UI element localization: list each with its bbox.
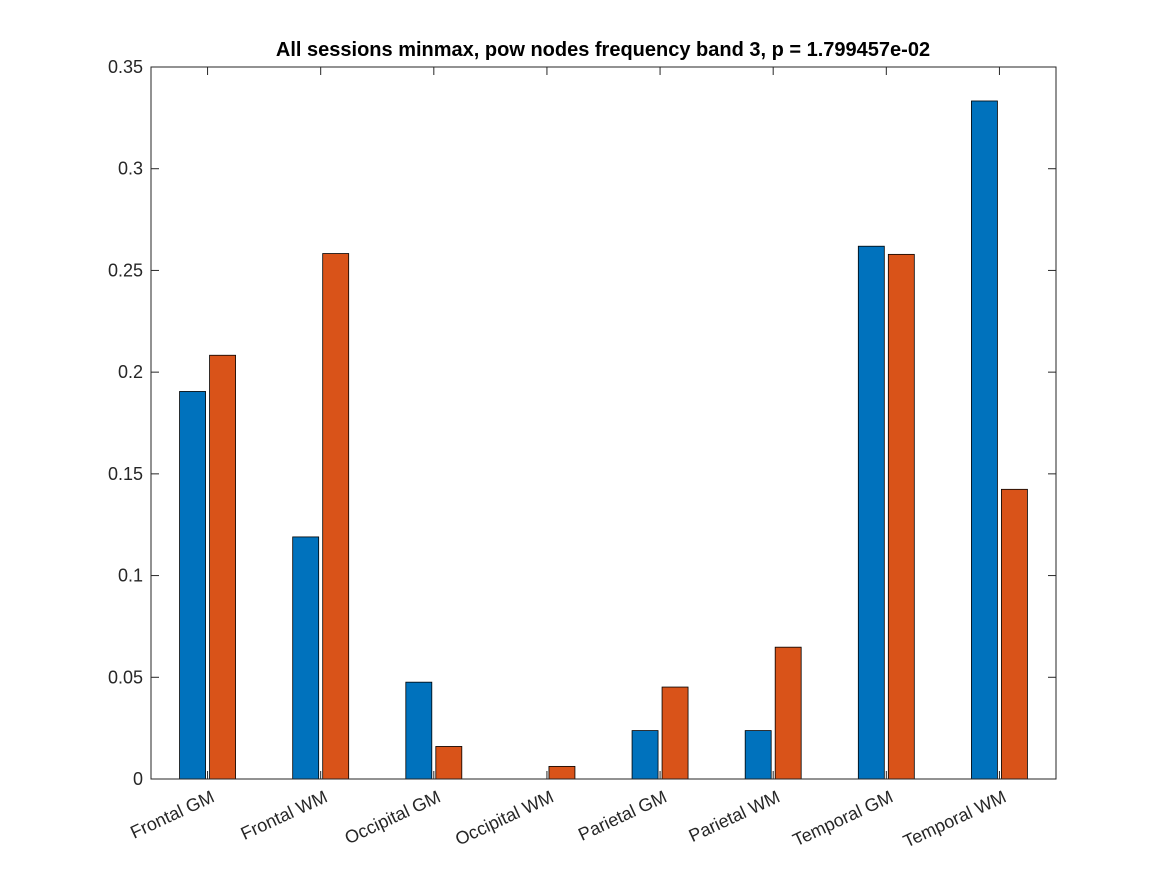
bar-1-frontal-gm (179, 391, 206, 780)
bar-2-frontal-gm (209, 354, 236, 780)
y-tick-label: 0.25 (108, 260, 143, 280)
bar-1-occipital-gm (405, 681, 433, 780)
bar-2-parietal-gm (661, 686, 689, 780)
bar-1-temporal-gm (857, 245, 885, 780)
y-axis: 0 0.05 0.1 0.15 0.2 0.25 0.3 0.35 (108, 57, 1056, 789)
bar-1-parietal-gm (631, 730, 659, 780)
bar-2-occipital-wm (548, 765, 576, 780)
x-tick-label: Occipital WM (452, 786, 557, 849)
bar-1-temporal-wm (971, 100, 998, 780)
y-tick-label: 0 (133, 769, 143, 789)
x-tick-label: Parietal WM (686, 786, 783, 846)
y-tick-label: 0.3 (118, 159, 143, 179)
x-tick-label: Occipital GM (342, 786, 444, 848)
x-tick-label: Frontal GM (127, 786, 217, 842)
y-tick-label: 0.35 (108, 57, 143, 77)
bar-2-parietal-wm (774, 646, 802, 780)
bar-1-frontal-wm (292, 536, 320, 780)
bar-2-temporal-wm (1001, 488, 1028, 780)
bar-2-frontal-wm (322, 253, 350, 780)
plot-frame (150, 66, 1057, 780)
bar-1-parietal-wm (744, 730, 772, 780)
y-tick-label: 0.05 (108, 667, 143, 687)
y-tick-label: 0.1 (118, 566, 143, 586)
bars-group (179, 100, 1028, 780)
x-tick-label: Parietal GM (575, 786, 670, 844)
x-tick-label: Temporal WM (900, 786, 1009, 851)
bar-2-temporal-gm (887, 253, 915, 780)
x-tick-label: Temporal GM (790, 786, 896, 850)
x-tick-label: Frontal WM (238, 786, 331, 843)
y-tick-label: 0.15 (108, 464, 143, 484)
chart-title: All sessions minmax, pow nodes frequency… (276, 39, 930, 61)
y-tick-label: 0.2 (118, 362, 143, 382)
bar-2-occipital-gm (435, 746, 463, 780)
